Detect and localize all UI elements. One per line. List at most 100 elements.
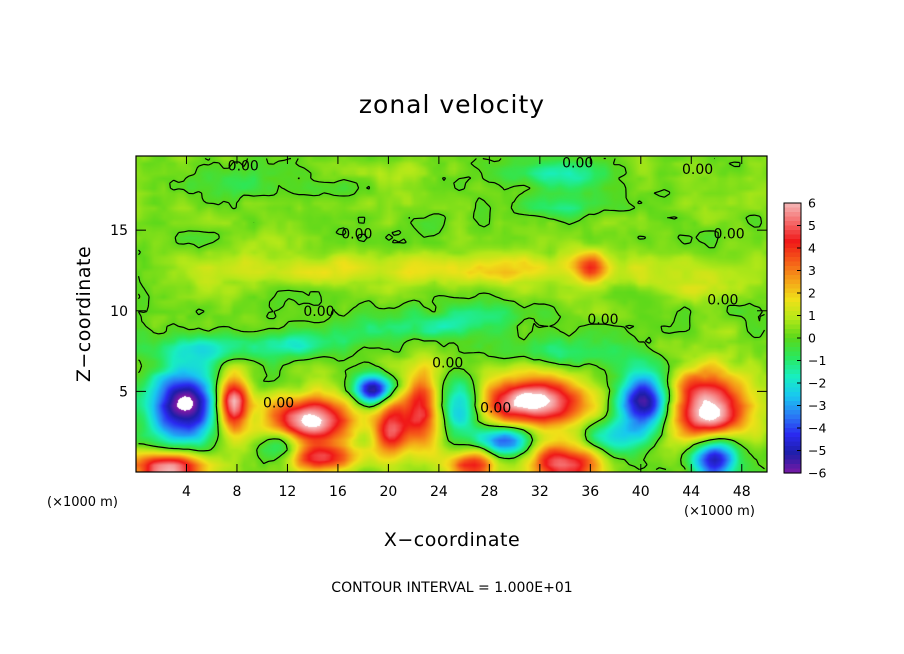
x-tick-label: 40 bbox=[632, 484, 650, 500]
y-tick-label: 5 bbox=[119, 384, 128, 400]
plot-area: 0.00 0.00 0.00 0.00 0.00 0.00 0.00 0.00 0.00 0.00… bbox=[110, 155, 768, 500]
colorbar-tick-label: −4 bbox=[808, 421, 826, 436]
colorbar-swatch bbox=[784, 225, 801, 231]
x-tick-label: 20 bbox=[379, 484, 397, 500]
colorbar-swatch bbox=[784, 423, 801, 429]
colorbar-swatch bbox=[784, 378, 801, 384]
colorbar-swatch bbox=[784, 365, 801, 371]
colorbar-swatch bbox=[784, 320, 801, 326]
colorbar-swatch bbox=[784, 275, 801, 281]
colorbar-swatch bbox=[784, 459, 801, 465]
colorbar-swatch bbox=[784, 302, 801, 308]
colorbar-swatch bbox=[784, 405, 801, 411]
colorbar-swatch bbox=[784, 221, 801, 227]
x-tick-label: 24 bbox=[430, 484, 448, 500]
colorbar-swatch bbox=[784, 468, 801, 474]
colorbar-swatch bbox=[784, 248, 801, 254]
colorbar-swatch bbox=[784, 351, 801, 357]
colorbar-swatch bbox=[784, 324, 801, 330]
contour-label: 0.00 bbox=[480, 401, 511, 417]
zero-contour-line bbox=[137, 157, 766, 471]
colorbar-swatch bbox=[784, 432, 801, 438]
x-tick-label: 16 bbox=[329, 484, 347, 500]
colorbar-swatch bbox=[784, 270, 801, 276]
colorbar-tick-label: 4 bbox=[808, 241, 816, 256]
x-unit-right: (×1000 m) bbox=[684, 504, 755, 519]
contour-label: 0.00 bbox=[263, 396, 294, 412]
contour-labels: 0.00 0.00 0.00 0.00 0.00 0.00 0.00 0.00 0.00 0.00… bbox=[228, 155, 745, 416]
colorbar-swatch bbox=[784, 216, 801, 222]
x-tick-label: 12 bbox=[279, 484, 297, 500]
colorbar-swatch bbox=[784, 338, 801, 344]
colorbar-swatch bbox=[784, 369, 801, 375]
colorbar-tick-label: 3 bbox=[808, 263, 816, 278]
colorbar-swatch bbox=[784, 414, 801, 420]
colorbar-tick-label: 0 bbox=[808, 331, 816, 346]
zero-contours bbox=[137, 157, 766, 471]
colorbar-tick-label: 1 bbox=[808, 308, 816, 323]
colorbar-swatch bbox=[784, 261, 801, 267]
chart-title: zonal velocity bbox=[359, 90, 545, 119]
contour-label: 0.00 bbox=[432, 355, 463, 371]
x-tick-label: 36 bbox=[581, 484, 599, 500]
colorbar-swatch bbox=[784, 212, 801, 218]
colorbar-swatch bbox=[784, 437, 801, 443]
contour-label: 0.00 bbox=[303, 304, 334, 320]
x-axis-label: X−coordinate bbox=[384, 529, 520, 551]
colorbar-swatch bbox=[784, 311, 801, 317]
colorbar-swatch bbox=[784, 342, 801, 348]
colorbar-swatch bbox=[784, 333, 801, 339]
contour-interval-footer: CONTOUR INTERVAL = 1.000E+01 bbox=[331, 580, 572, 596]
colorbar-tick-label: −5 bbox=[808, 443, 826, 458]
colorbar-tick-label: 2 bbox=[808, 286, 816, 301]
colorbar-swatch bbox=[784, 401, 801, 407]
colorbar-swatch bbox=[784, 410, 801, 416]
x-tick-label: 4 bbox=[182, 484, 191, 500]
colorbar: 6 5 4 3 2 1 0 −1 −2 −3 −4 −5 −6 bbox=[783, 196, 826, 481]
x-unit-left: (×1000 m) bbox=[47, 495, 118, 510]
x-tick-label: 28 bbox=[480, 484, 498, 500]
colorbar-swatch bbox=[784, 234, 801, 240]
colorbar-swatch bbox=[784, 374, 801, 380]
colorbar-tick-label: 5 bbox=[808, 218, 816, 233]
velocity-heatmap bbox=[136, 156, 767, 472]
colorbar-swatch bbox=[784, 392, 801, 398]
colorbar-swatch bbox=[784, 257, 801, 263]
colorbar-swatch bbox=[784, 329, 801, 335]
colorbar-swatch bbox=[784, 288, 801, 294]
x-tick-label: 32 bbox=[531, 484, 549, 500]
contour-label: 0.00 bbox=[228, 159, 259, 175]
contour-label: 0.00 bbox=[682, 162, 713, 178]
colorbar-swatch bbox=[784, 239, 801, 245]
x-tick-label: 48 bbox=[733, 484, 751, 500]
colorbar-swatch bbox=[784, 419, 801, 425]
colorbar-swatch bbox=[784, 387, 801, 393]
colorbar-swatch bbox=[784, 203, 801, 209]
contour-label: 0.00 bbox=[341, 226, 372, 242]
x-tick-label: 8 bbox=[232, 484, 241, 500]
colorbar-swatch bbox=[784, 252, 801, 258]
colorbar-tick-label: −2 bbox=[808, 376, 826, 391]
plot-frame bbox=[135, 155, 768, 473]
colorbar-swatch bbox=[784, 230, 801, 236]
colorbar-swatch bbox=[784, 293, 801, 299]
colorbar-swatch bbox=[784, 243, 801, 249]
colorbar-swatch bbox=[784, 464, 801, 470]
colorbar-swatch bbox=[784, 347, 801, 353]
y-axis-label: Z−coordinate bbox=[73, 246, 95, 382]
colorbar-swatch bbox=[784, 266, 801, 272]
contour-label: 0.00 bbox=[587, 312, 618, 328]
colorbar-swatch bbox=[784, 450, 801, 456]
colorbar-swatch bbox=[784, 396, 801, 402]
colorbar-swatch bbox=[784, 315, 801, 321]
x-axis-ticks: 4 8 12 16 20 24 28 32 36 40 44 48 bbox=[182, 156, 751, 500]
colorbar-tick-label: 6 bbox=[808, 196, 816, 211]
colorbar-swatch bbox=[784, 360, 801, 366]
colorbar-swatch bbox=[784, 207, 801, 213]
y-tick-label: 10 bbox=[110, 304, 128, 320]
colorbar-swatch bbox=[784, 383, 801, 389]
colorbar-tick-label: −1 bbox=[808, 353, 826, 368]
colorbar-tick-label: −3 bbox=[808, 398, 826, 413]
y-tick-label: 15 bbox=[110, 223, 128, 239]
